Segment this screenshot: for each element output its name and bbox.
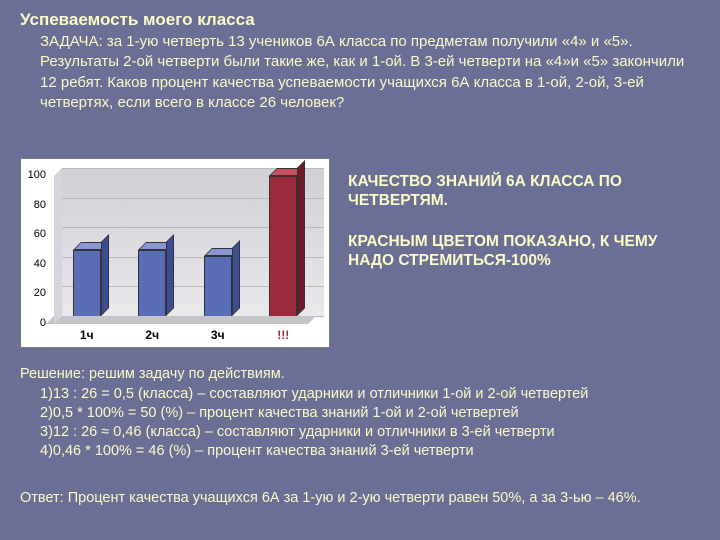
solution-line: 3)12 : 26 ≈ 0,46 (класса) – составляют у… [40,424,555,440]
chart-bar [204,256,232,324]
chart-x-label: 1ч [67,328,107,342]
chart-x-label: 2ч [132,328,172,342]
chart-bars [54,176,316,324]
solution-header: Решение: решим задачу по действиям. [20,366,285,382]
task-text: ЗАДАЧА: за 1-ую четверть 13 учеников 6А … [0,30,720,113]
chart-floor [46,316,316,324]
chart-y-label: 0 [22,317,46,329]
chart-bar [269,176,297,324]
callout-red-note: КРАСНЫМ ЦВЕТОМ ПОКАЗАНО, К ЧЕМУ НАДО СТР… [348,232,698,271]
solution-line: 4)0,46 * 100% = 46 (%) – процент качеств… [40,443,474,459]
solution-line: 1)13 : 26 = 0,5 (класса) – составляют уд… [40,386,588,402]
chart: 0 20 40 60 80 100 1ч 2ч 3ч!!! [20,158,330,348]
chart-y-label: 60 [22,228,46,240]
solution-line: 2)0,5 * 100% = 50 (%) – процент качества… [40,405,519,421]
chart-left-wall [54,168,62,324]
chart-x-label: 3ч [198,328,238,342]
slide-title: Успеваемость моего класса [0,0,720,30]
answer-text: Ответ: Процент качества учащихся 6А за 1… [20,490,710,506]
callout-title: КАЧЕСТВО ЗНАНИЙ 6А КЛАССА ПО ЧЕТВЕРТЯМ. [348,172,698,211]
chart-y-label: 20 [22,287,46,299]
slide: Успеваемость моего класса ЗАДАЧА: за 1-у… [0,0,720,540]
chart-x-label: !!! [263,328,303,342]
chart-bar [73,250,101,324]
chart-y-label: 100 [22,169,46,181]
chart-bar [138,250,166,324]
chart-y-label: 40 [22,258,46,270]
chart-y-label: 80 [22,199,46,211]
